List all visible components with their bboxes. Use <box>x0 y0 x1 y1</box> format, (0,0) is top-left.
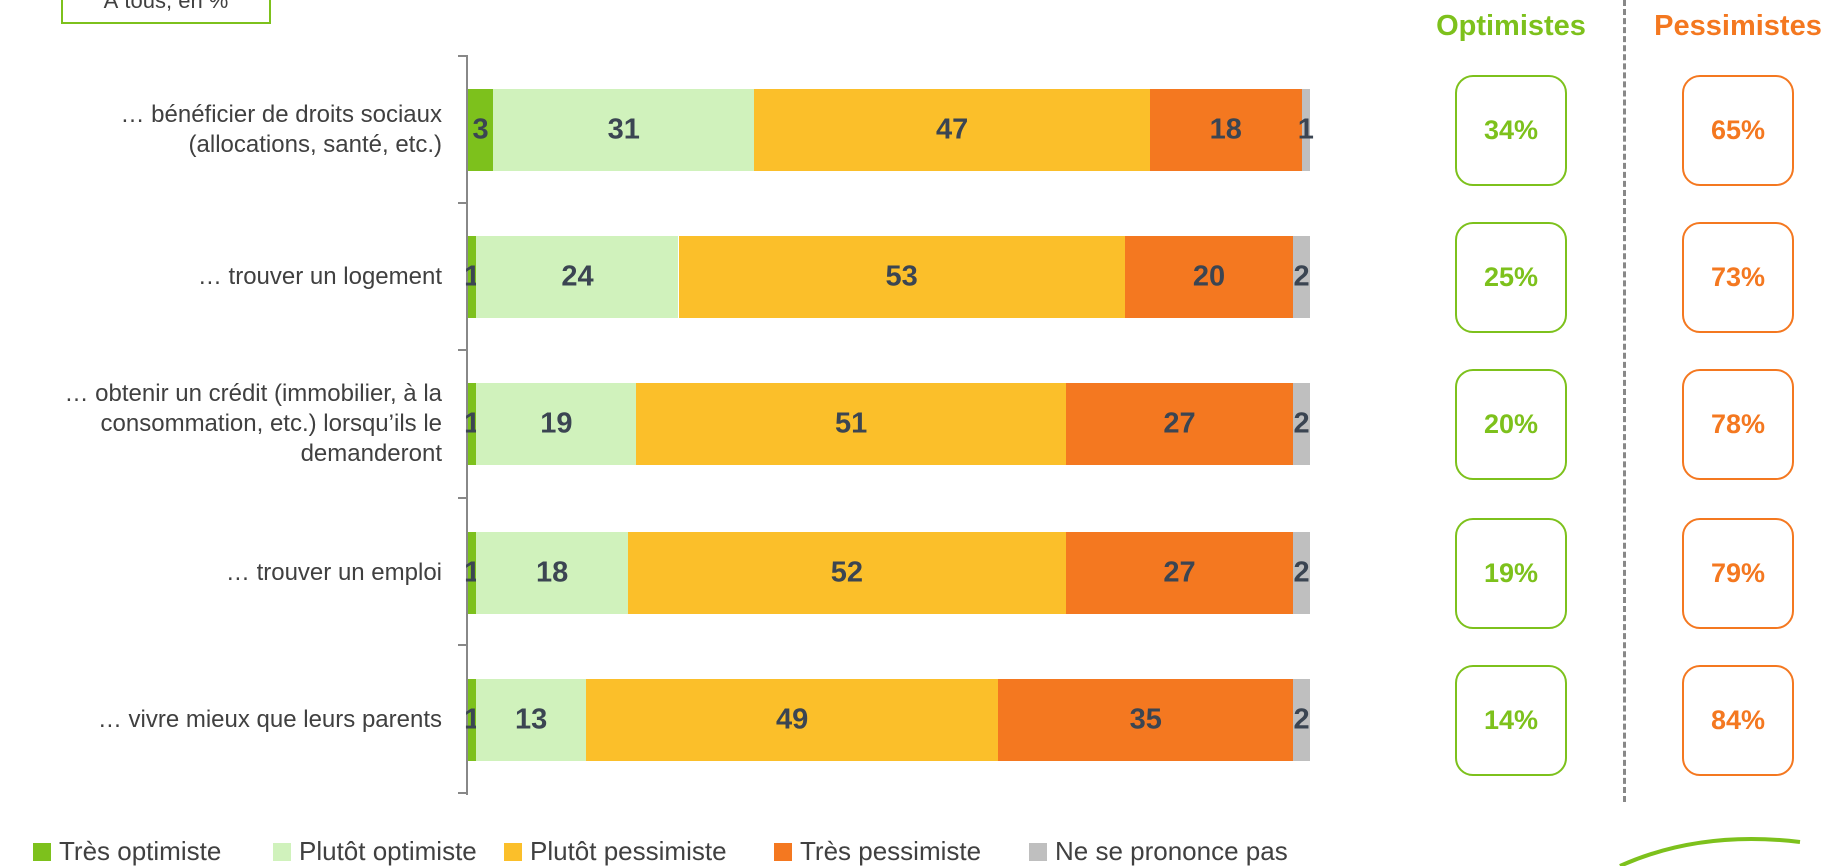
legend-swatch <box>1029 842 1047 861</box>
axis-tick <box>458 349 467 351</box>
data-label: 27 <box>1163 556 1196 589</box>
divider <box>1623 0 1626 802</box>
axis-tick <box>458 497 467 499</box>
data-label: 2 <box>1293 556 1310 589</box>
summary-box: 19% <box>1455 518 1567 629</box>
data-label: 13 <box>515 703 548 736</box>
data-label: 24 <box>561 260 594 293</box>
bar-segment <box>468 532 477 614</box>
legend-item: Très optimiste <box>33 836 221 866</box>
data-label: 47 <box>936 113 969 146</box>
bar-segment <box>1150 89 1302 171</box>
bar-segment <box>1293 679 1310 761</box>
legend-item: Ne se prononce pas <box>1029 836 1288 866</box>
axis-tick <box>458 202 467 204</box>
bar-segment <box>585 679 999 761</box>
legend-label: Très pessimiste <box>800 836 982 866</box>
bar-segment <box>476 236 679 318</box>
bar-segment <box>636 383 1066 465</box>
bar-segment <box>678 236 1125 318</box>
legend-swatch <box>273 842 291 861</box>
summary-header: Optimistes <box>1436 10 1586 42</box>
data-label: 3 <box>472 113 489 146</box>
data-label: 2 <box>1293 703 1310 736</box>
legend-item: Plutôt pessimiste <box>504 836 727 866</box>
category-label: … obtenir un crédit (immobilier, à la co… <box>64 380 442 467</box>
data-label: 18 <box>536 556 569 589</box>
bar-segment <box>468 89 494 171</box>
bar-segment <box>1065 532 1294 614</box>
bar-segment <box>1293 236 1310 318</box>
summary-box: 65% <box>1682 75 1794 186</box>
axis-tick <box>458 792 467 794</box>
legend-swatch <box>504 842 522 861</box>
data-label: 35 <box>1129 703 1162 736</box>
data-label: 1 <box>464 556 481 589</box>
data-label: 1 <box>464 260 481 293</box>
legend-swatch <box>33 842 51 861</box>
bar-segment <box>1124 236 1294 318</box>
bar-segment <box>476 679 586 761</box>
summary-box: 79% <box>1682 518 1794 629</box>
category-label: … trouver un emploi <box>225 559 442 586</box>
logo <box>1619 837 1801 866</box>
summary-box: 84% <box>1682 665 1794 776</box>
data-label: 1 <box>464 703 481 736</box>
axis-tick <box>458 55 467 57</box>
data-label: 2 <box>1293 407 1310 440</box>
data-label: 19 <box>540 407 573 440</box>
legend-item: Très pessimiste <box>774 836 981 866</box>
category-label: … bénéficier de droits sociaux (allocati… <box>120 101 443 158</box>
legend-item: Plutôt optimiste <box>273 836 477 866</box>
data-label: 18 <box>1209 113 1242 146</box>
bar-segment <box>468 383 477 465</box>
bar-segment <box>1293 383 1310 465</box>
bar-segment <box>1301 89 1310 171</box>
data-label: 51 <box>834 407 868 440</box>
summary-box: 78% <box>1682 369 1794 480</box>
bar-segment <box>476 383 637 465</box>
summary-box: 14% <box>1455 665 1567 776</box>
summary-box: 73% <box>1682 222 1794 333</box>
bar-segment <box>493 89 755 171</box>
summary-box: 34% <box>1455 75 1567 186</box>
data-label: 52 <box>830 556 864 589</box>
legend-label: Plutôt pessimiste <box>530 836 727 866</box>
legend-swatch <box>774 842 792 861</box>
legend-label: Très optimiste <box>59 836 222 866</box>
subtitle-box: À tous, en % <box>61 0 271 24</box>
bar-segment <box>476 532 628 614</box>
bar-segment <box>754 89 1150 171</box>
bar-segment <box>1065 383 1294 465</box>
legend-label: Plutôt optimiste <box>299 836 477 866</box>
data-label: 1 <box>464 407 481 440</box>
data-label: 49 <box>776 703 809 736</box>
category-label: … vivre mieux que leurs parents <box>97 706 442 733</box>
axis-tick <box>458 644 467 646</box>
data-label: 27 <box>1163 407 1196 440</box>
bar-segment <box>1293 532 1310 614</box>
bar-segment <box>468 236 477 318</box>
data-label: 20 <box>1192 260 1226 293</box>
category-label: … trouver un logement <box>197 263 442 290</box>
summary-box: 20% <box>1455 369 1567 480</box>
bar-segment <box>998 679 1294 761</box>
data-label: 2 <box>1293 260 1310 293</box>
data-label: 31 <box>607 113 640 146</box>
data-label: 53 <box>885 260 918 293</box>
summary-header: Pessimistes <box>1654 10 1822 42</box>
subtitle: À tous, en % <box>103 0 229 13</box>
bar-segment <box>627 532 1066 614</box>
summary-box: 25% <box>1455 222 1567 333</box>
data-label: 1 <box>1297 113 1314 146</box>
axis-line <box>466 55 468 795</box>
legend-label: Ne se prononce pas <box>1055 836 1288 866</box>
bar-segment <box>468 679 477 761</box>
